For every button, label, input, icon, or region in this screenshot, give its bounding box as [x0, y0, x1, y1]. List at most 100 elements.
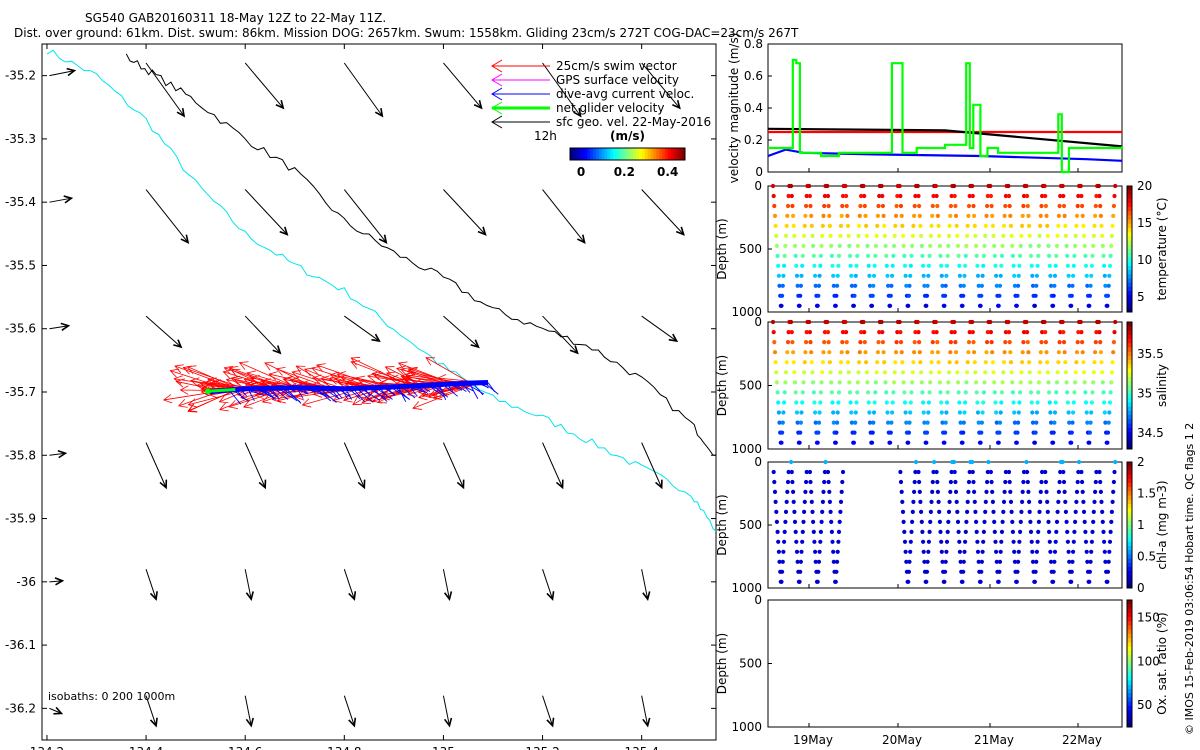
speed-colorbar: (m/s)0 0.2 0.4 — [569, 129, 686, 179]
profile-point — [780, 420, 785, 425]
profile-point — [907, 559, 912, 564]
profile-point — [775, 253, 780, 258]
profile-point — [773, 499, 778, 504]
profile-point — [789, 183, 794, 189]
profile-point — [949, 193, 954, 199]
profile-point — [795, 283, 800, 288]
profile-point — [989, 203, 994, 209]
y-axis-label: Depth (m) — [715, 494, 729, 555]
profile-point — [782, 400, 787, 405]
profile-point — [900, 499, 905, 504]
profile-point — [1024, 459, 1029, 465]
profile-point — [820, 233, 825, 238]
profile-point — [1027, 499, 1032, 504]
depth-colorbar-cell — [1127, 360, 1132, 365]
profile-point — [930, 489, 935, 494]
profile-point — [844, 330, 849, 335]
swim-vector-head — [401, 374, 412, 384]
geo-vel-arrowhead — [668, 333, 679, 343]
geo-vel-arrowhead — [245, 591, 254, 601]
profile-point — [1012, 420, 1018, 425]
profile-point — [857, 350, 862, 355]
profile-point — [921, 263, 926, 268]
profile-point — [800, 400, 805, 405]
profile-point — [1027, 360, 1032, 365]
profile-point — [798, 569, 803, 574]
geo-vel-arrow — [49, 70, 75, 77]
profile-point — [928, 509, 934, 514]
profile-point — [834, 293, 839, 298]
colorbar-cell — [578, 148, 582, 160]
swim-vector-head — [294, 391, 305, 401]
profile-point — [872, 400, 877, 405]
profile-point — [866, 390, 871, 395]
profile-point — [985, 330, 990, 335]
profile-point — [1089, 410, 1094, 415]
depth-colorbar-cell — [1127, 257, 1132, 263]
profile-point — [946, 509, 952, 514]
profile-point — [1020, 360, 1025, 365]
profile-point — [873, 380, 879, 385]
swim-vector-head — [223, 365, 234, 375]
depth-colorbar-cell — [1127, 236, 1132, 242]
profile-point — [1098, 340, 1103, 345]
profile-point — [856, 370, 861, 375]
swim-vector — [188, 389, 237, 412]
profile-point — [971, 340, 976, 345]
profile-point — [1034, 559, 1039, 564]
profile-point — [863, 213, 868, 218]
swim-vector-head — [169, 368, 180, 378]
profile-point — [1087, 293, 1092, 298]
profile-point — [1096, 319, 1101, 325]
swim-vector-head — [316, 363, 326, 372]
profile-point — [1062, 350, 1067, 355]
profile-point — [811, 529, 816, 535]
geo-vel-arrow — [641, 62, 681, 109]
geo-vel-arrowhead — [477, 226, 487, 236]
profile-point — [982, 243, 987, 248]
profile-point — [999, 263, 1004, 268]
profile-point — [1039, 340, 1044, 345]
profile-point — [922, 559, 927, 564]
profile-point — [771, 193, 776, 199]
profile-point — [844, 203, 849, 209]
profile-point — [790, 479, 795, 485]
x-tick-label: 135.4 — [624, 745, 658, 750]
swim-vector-head — [243, 399, 253, 409]
profile-point — [1063, 233, 1068, 238]
profile-point — [1000, 380, 1005, 385]
profile-point — [964, 380, 969, 385]
profile-point — [866, 400, 871, 405]
profile-point — [1076, 193, 1081, 199]
profile-point — [825, 193, 831, 199]
profile-point — [1033, 569, 1038, 574]
profile-point — [785, 479, 791, 485]
profile-point — [793, 529, 798, 535]
profile-point — [898, 479, 904, 485]
geo-vel-arrow — [145, 62, 185, 117]
profile-point — [966, 340, 972, 345]
profile-point — [918, 499, 923, 504]
profile-point — [781, 549, 786, 554]
depth-colorbar-cell — [1127, 215, 1132, 221]
profile-point — [940, 283, 945, 288]
y-tick-label: 0.4 — [744, 101, 763, 115]
profile-point — [804, 330, 809, 335]
profile-point — [816, 283, 822, 288]
profile-point — [1019, 370, 1024, 375]
profile-point — [1093, 340, 1098, 345]
profile-point — [827, 499, 833, 504]
profile-point — [838, 233, 843, 238]
profile-point — [876, 340, 881, 345]
profile-point — [1000, 519, 1005, 525]
profile-point — [1080, 213, 1085, 218]
geo-vel-arrow — [145, 442, 167, 488]
depth-colorbar-frame — [1126, 599, 1133, 728]
swim-vector — [311, 367, 374, 389]
swim-vector — [264, 362, 317, 389]
profile-point — [1060, 459, 1065, 465]
profile-point — [815, 303, 820, 308]
y-tick-label: -35.9 — [5, 512, 36, 526]
profile-point — [1102, 410, 1107, 415]
